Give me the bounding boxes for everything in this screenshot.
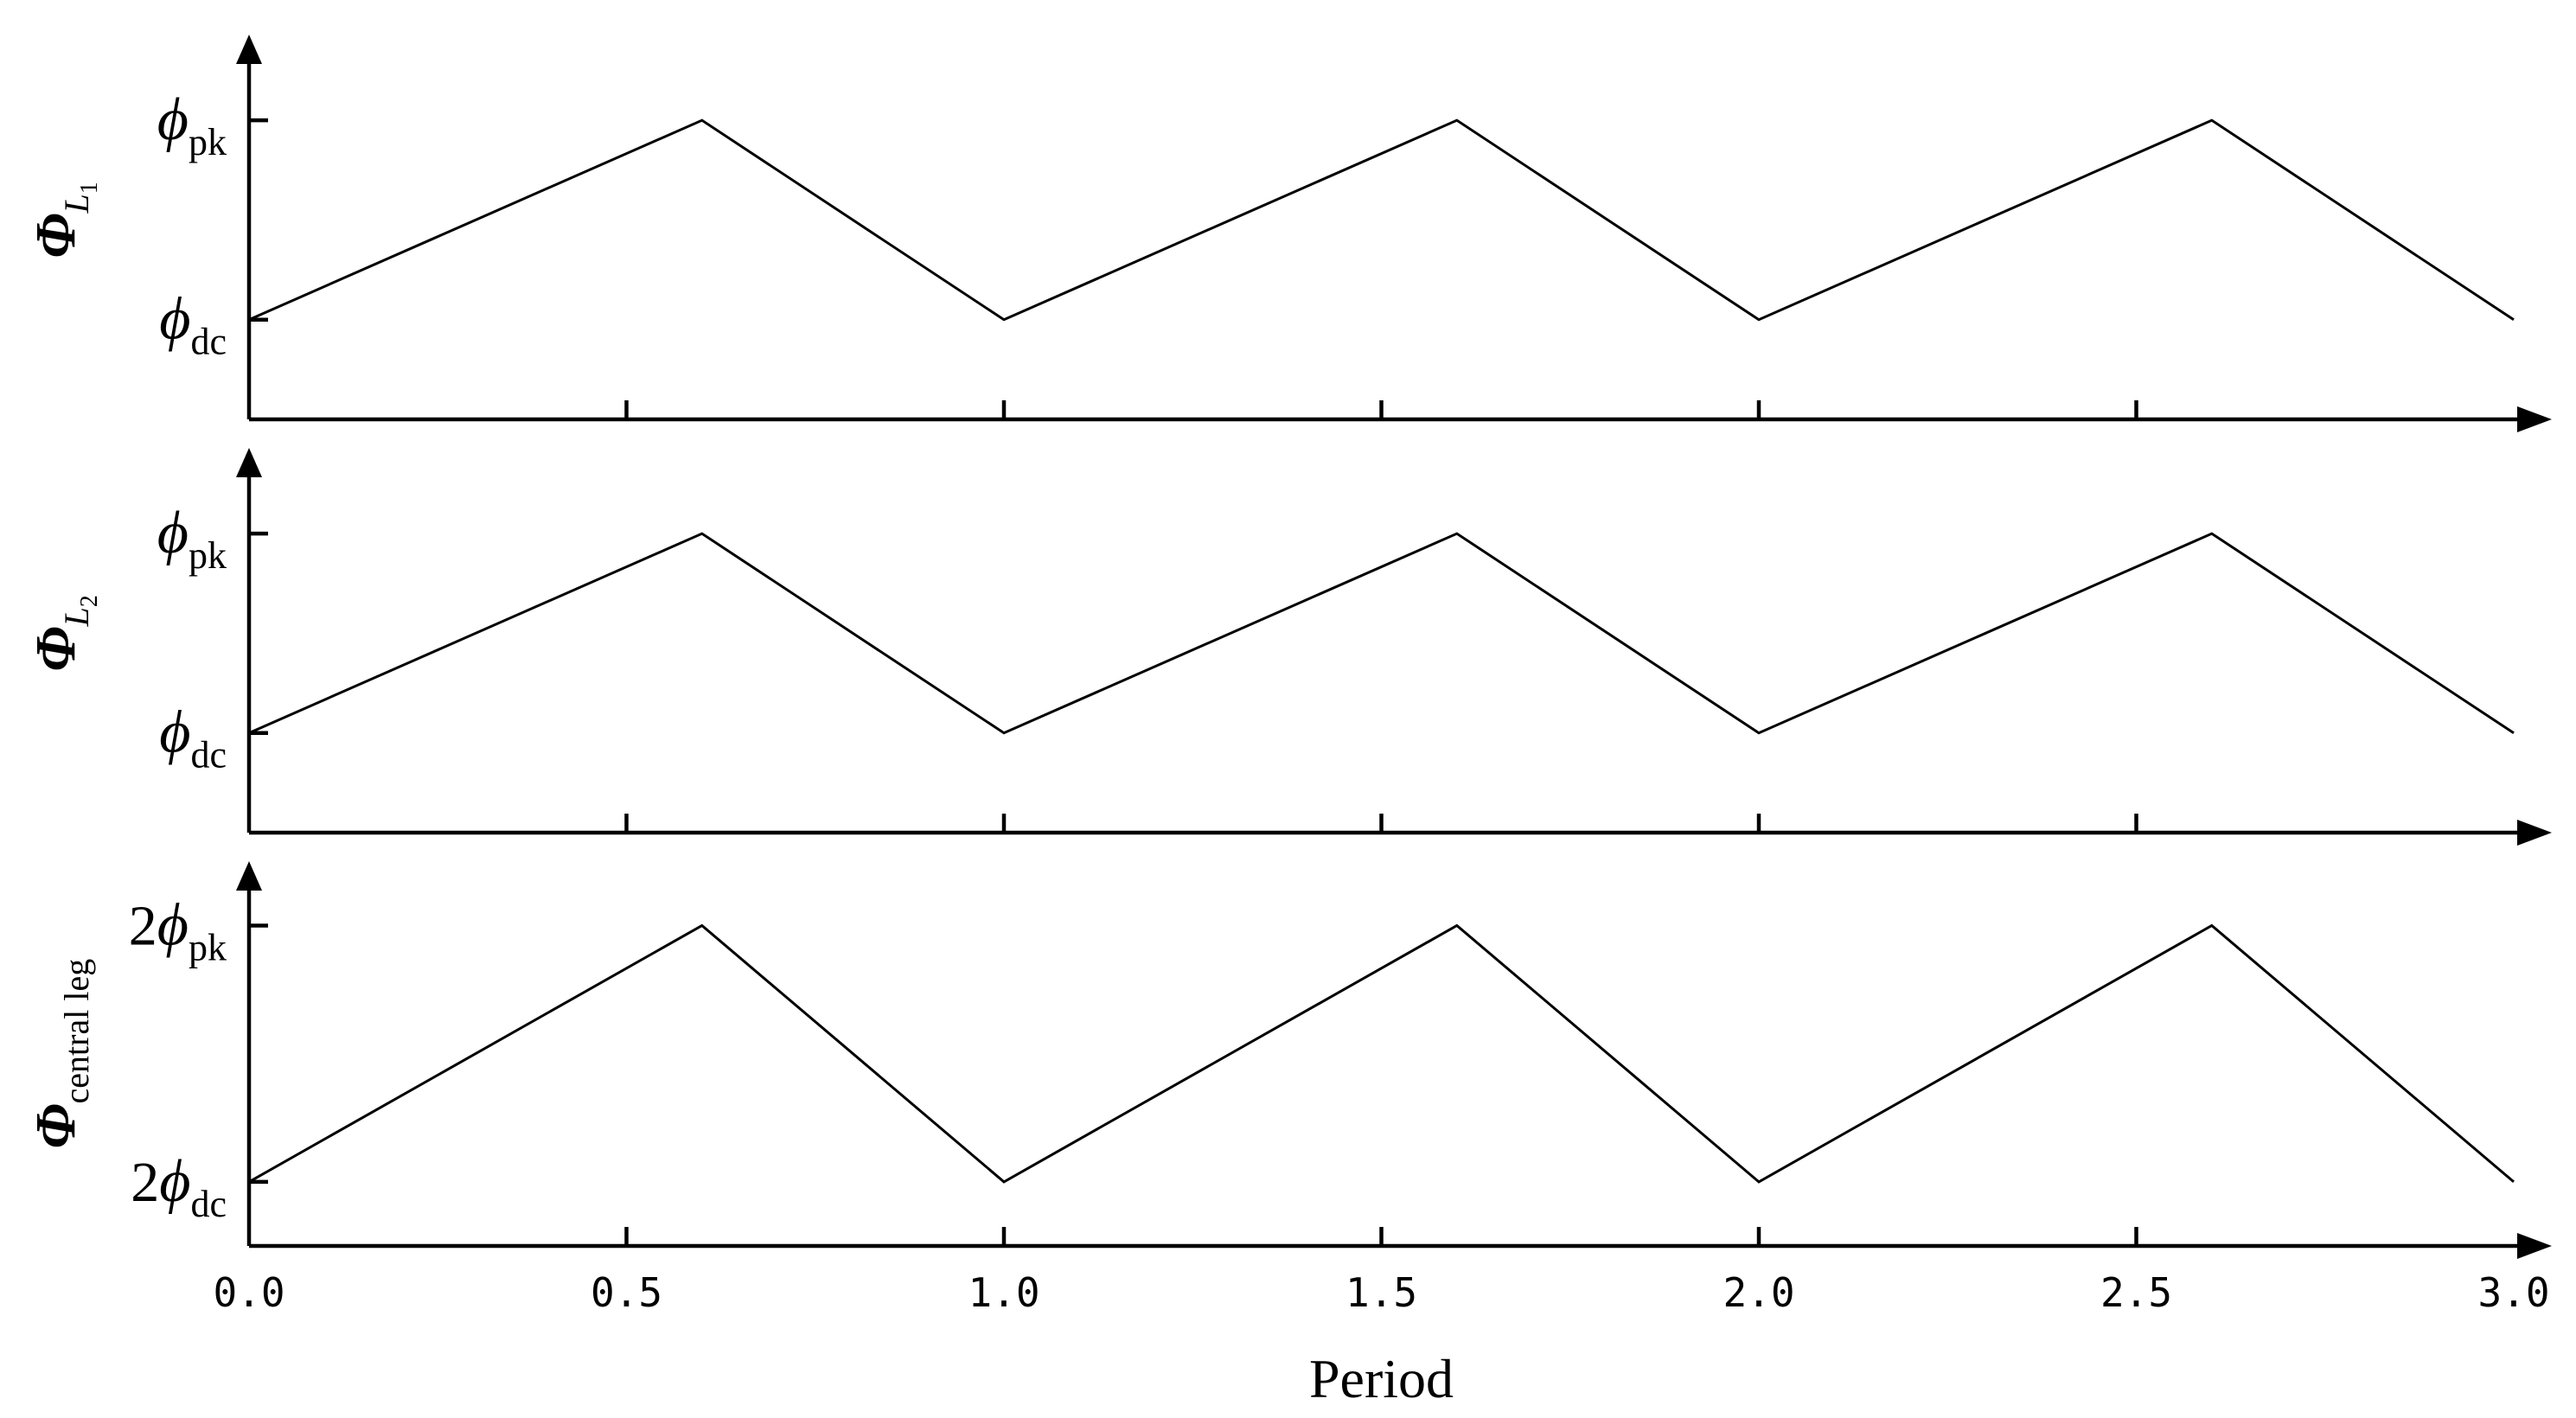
- y-axis-label-symbol: Φ: [24, 214, 87, 259]
- y-tick-label-dc: ϕdc: [159, 286, 227, 363]
- y-axis-label-symbol: Φ: [24, 1103, 87, 1148]
- y-tick-label-dc: 2ϕdc: [131, 1148, 227, 1225]
- x-tick-label: 2.0: [1723, 1269, 1794, 1316]
- y-axis-label-subscript: central leg: [57, 959, 96, 1104]
- x-axis-arrow: [2517, 1233, 2552, 1259]
- x-tick-label: 1.5: [1346, 1269, 1417, 1316]
- y-axis-arrow: [236, 35, 262, 64]
- x-axis-label: Period: [1309, 1348, 1454, 1409]
- waveform-line-1: [248, 118, 2515, 322]
- y-tick-label-peak: 2ϕpk: [129, 891, 227, 968]
- y-axis-label-subscript: L: [57, 194, 96, 214]
- y-axis-label-symbol: Φ: [24, 627, 87, 672]
- x-tick-label: 0.5: [591, 1269, 662, 1316]
- x-axis-arrow: [2517, 820, 2552, 846]
- y-axis-label-subsubscript: 2: [76, 595, 103, 607]
- y-axis-label-subscript: L: [57, 607, 96, 627]
- x-axis-arrow: [2517, 406, 2552, 432]
- y-tick-label-symbol: ϕ: [157, 891, 189, 958]
- y-tick-label-symbol: ϕ: [157, 500, 189, 566]
- x-tick-label: 3.0: [2477, 1269, 2549, 1316]
- y-tick-label-prefix: 2: [131, 1151, 159, 1214]
- y-tick-label-dc: ϕdc: [159, 699, 227, 776]
- x-tick-label: 2.5: [2100, 1269, 2172, 1316]
- y-tick-label-subscript: pk: [189, 926, 227, 968]
- y-tick-label-peak: ϕpk: [157, 500, 227, 577]
- x-tick-label: 1.0: [968, 1269, 1039, 1316]
- y-tick-label-subscript: pk: [189, 121, 227, 163]
- y-tick-label-prefix: 2: [129, 894, 157, 957]
- y-axis-arrow: [236, 861, 262, 891]
- x-tick-label: 0.0: [213, 1269, 284, 1316]
- waveform-line-1: [248, 923, 2515, 1184]
- y-axis-label: Φcentral leg: [24, 959, 96, 1149]
- y-axis-label: ΦL1: [24, 182, 103, 258]
- y-tick-label-subscript: dc: [190, 734, 227, 776]
- y-tick-label-symbol: ϕ: [157, 86, 189, 153]
- y-tick-label-subscript: dc: [190, 1183, 227, 1225]
- waveform-line-1: [248, 532, 2515, 735]
- y-axis-label-subsubscript: 1: [76, 182, 103, 194]
- y-tick-label-peak: ϕpk: [157, 86, 227, 163]
- y-tick-label-subscript: dc: [190, 321, 227, 363]
- y-tick-label-subscript: pk: [189, 534, 227, 577]
- y-axis-label: ΦL2: [24, 595, 103, 671]
- y-tick-label-symbol: ϕ: [159, 286, 190, 353]
- y-axis-arrow: [236, 448, 262, 477]
- y-tick-label-symbol: ϕ: [159, 699, 190, 766]
- y-tick-label-symbol: ϕ: [159, 1148, 190, 1215]
